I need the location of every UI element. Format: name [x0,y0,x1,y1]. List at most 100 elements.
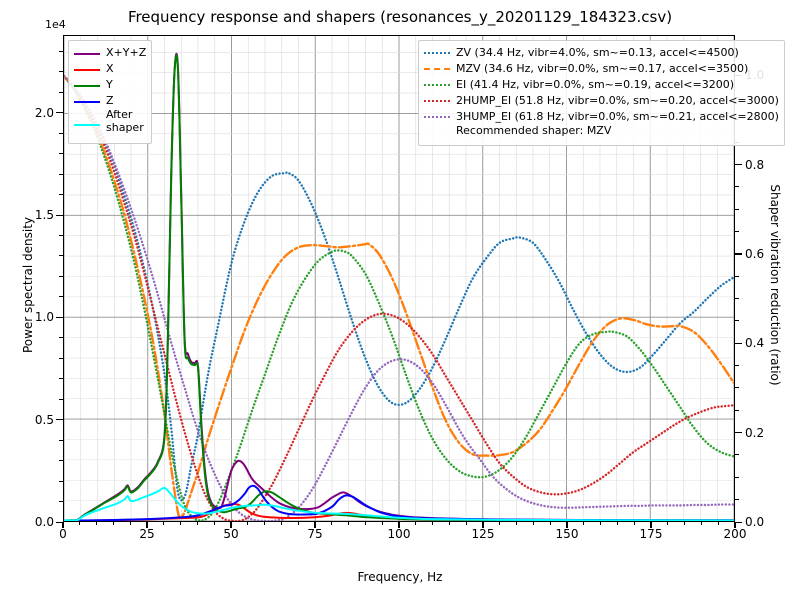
y-minor-tickmark-left [59,357,63,359]
legend-item-ei[interactable]: EI (41.4 Hz, vibr=0.0%, sm~=0.19, accel<… [424,77,779,93]
legend-item-y[interactable]: Y [74,77,146,93]
x-tick: 25 [139,527,155,541]
x-minor-tickmark [583,522,585,525]
y-minor-tickmark-left [59,378,63,380]
legend-item-zv[interactable]: ZV (34.4 Hz, vibr=4.0%, sm~=0.13, accel<… [424,45,779,61]
legend-label: Z [106,93,114,107]
y-minor-tickmark-right [735,454,739,456]
x-tick: 150 [555,527,579,541]
x-minor-tickmark [247,522,249,525]
x-minor-tickmark [532,522,534,525]
x-minor-tickmark [415,522,417,525]
series-z [64,484,734,521]
x-tick: 75 [307,527,323,541]
x-tick: 175 [639,527,663,541]
x-minor-tickmark [96,522,98,525]
x-tick: 50 [223,527,239,541]
x-axis-label: Frequency, Hz [357,570,443,584]
legend-psd[interactable]: X+Y+Z X Y Z After shaper [68,40,153,144]
x-tickmark [230,522,232,528]
grid-layer [64,36,734,521]
x-minor-tickmark [684,522,686,525]
y-tick-left: 1.5 [34,208,54,223]
x-minor-tickmark [180,522,182,525]
legend-swatch-line [74,64,100,75]
y-tickmark-left [56,521,63,523]
data-layer [64,53,734,521]
y-tick-left: 0.5 [34,412,54,427]
legend-item-3hump-ei[interactable]: 3HUMP_EI (61.8 Hz, vibr=0.0%, sm~=0.21, … [424,109,779,125]
y-axis-label-right: Shaper vibration reduction (ratio) [768,184,782,386]
y-axis-exponent-label: 1e4 [45,18,66,31]
y-minor-tickmark-left [59,480,63,482]
x-tickmark [482,522,484,528]
y-minor-tickmark-right [735,365,739,367]
x-tickmark [314,522,316,528]
y-tickmark-right [735,164,742,166]
x-tick: 125 [471,527,495,541]
y-minor-tickmark-right [735,208,739,210]
x-minor-tickmark [280,522,282,525]
legend-item-mzv[interactable]: MZV (34.6 Hz, vibr=0.0%, sm~=0.17, accel… [424,61,779,77]
x-minor-tickmark [600,522,602,525]
legend-swatch-line [424,64,450,75]
y-minor-tickmark-left [59,194,63,196]
legend-item-x-y-z[interactable]: X+Y+Z [74,45,146,61]
x-minor-tickmark [297,522,299,525]
x-tickmark [566,522,568,528]
y-tick-left: 1.0 [34,310,54,325]
legend-label: X+Y+Z [106,45,147,59]
legend-item-2hump-ei[interactable]: 2HUMP_EI (51.8 Hz, vibr=0.0%, sm~=0.20, … [424,93,779,109]
legend-shapers[interactable]: ZV (34.4 Hz, vibr=4.0%, sm~=0.13, accel<… [418,40,785,146]
x-minor-tickmark [112,522,114,525]
y-minor-tickmark-left [59,71,63,73]
legend-label: 3HUMP_EI (61.8 Hz, vibr=0.0%, sm~=0.21, … [456,109,779,123]
x-tick: 200 [723,527,747,541]
y-minor-tickmark-left [59,50,63,52]
y-tick-right: 0.8 [745,157,765,172]
legend-swatch-line [74,80,100,91]
series-mzv [64,74,734,519]
y-minor-tickmark-right [735,298,739,300]
x-minor-tickmark [465,522,467,525]
y-tickmark-left [56,214,63,216]
x-tickmark [398,522,400,528]
y-axis-label-left: Power spectral density [21,216,35,354]
y-tickmark-left [56,112,63,114]
legend-label: shaper [106,120,144,134]
y-tickmark-right [735,253,742,255]
legend-item-after-shaper[interactable]: After shaper [74,108,146,139]
y-minor-tickmark-left [59,337,63,339]
x-minor-tickmark [331,522,333,525]
y-minor-tickmark-left [59,501,63,503]
series-after-shaper [64,486,734,521]
y-minor-tickmark-left [59,91,63,93]
x-tick: 100 [387,527,411,541]
series-3hump-ei [64,74,734,521]
legend-item-z[interactable]: Z [74,93,146,109]
y-minor-tickmark-left [59,153,63,155]
y-minor-tickmark-left [59,132,63,134]
series-zv [64,74,734,502]
x-minor-tickmark [616,522,618,525]
y-tickmark-right [735,521,742,523]
y-minor-tickmark-left [59,173,63,175]
legend-swatch-line [424,48,450,59]
y-minor-tickmark-left [59,255,63,257]
legend-label: EI (41.4 Hz, vibr=0.0%, sm~=0.19, accel<… [456,77,734,91]
y-tick-right: 0.0 [745,515,765,529]
y-minor-tickmark-right [735,186,739,188]
legend-label: 2HUMP_EI (51.8 Hz, vibr=0.0%, sm~=0.20, … [456,93,779,107]
y-tick-right: 0.2 [745,425,765,440]
y-minor-tickmark-left [59,460,63,462]
y-minor-tickmark-right [735,476,739,478]
x-minor-tickmark [667,522,669,525]
y-tick-left: 0.0 [34,515,54,529]
x-minor-tickmark [129,522,131,525]
x-tickmark [62,522,64,528]
recommended-shaper-note: Recommended shaper: MZV [456,124,612,137]
legend-swatch-line [74,119,100,130]
legend-item-x[interactable]: X [74,61,146,77]
series-ei [64,74,734,521]
y-minor-tickmark-left [59,439,63,441]
